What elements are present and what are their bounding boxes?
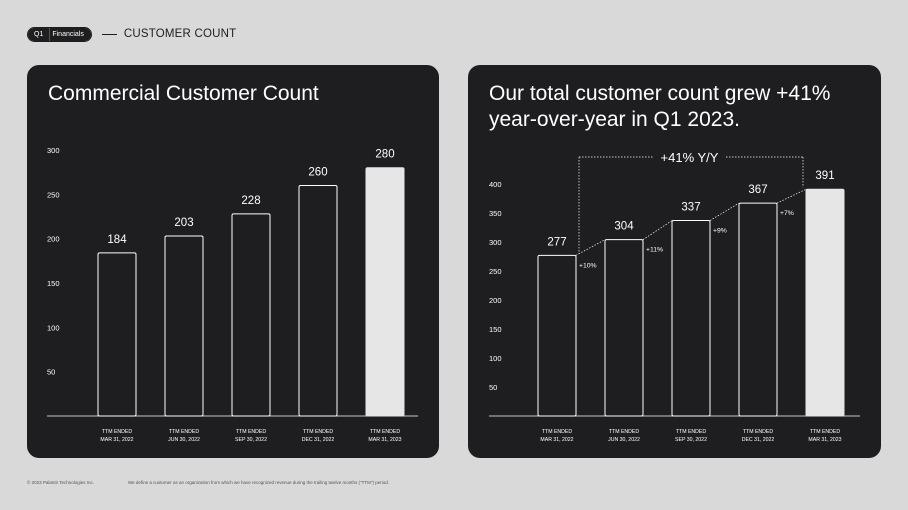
x-tick-label: TTM ENDED — [810, 429, 841, 435]
x-tick-label: TTM ENDED — [236, 429, 267, 435]
x-tick-label: MAR 31, 2022 — [100, 437, 133, 443]
growth-connector — [709, 202, 740, 221]
bar-value-label: 280 — [375, 149, 394, 161]
commercial-customer-count-panel: Commercial Customer Count 50 100 150 200 250… — [27, 65, 439, 458]
bar-value-label: 391 — [815, 170, 834, 182]
section-title: CUSTOMER COUNT — [123, 28, 237, 40]
y-tick-label: 250 — [489, 267, 502, 276]
total-customer-count-panel: Our total customer count grew +41% year-… — [468, 65, 881, 458]
growth-connector — [776, 188, 807, 204]
bar — [604, 239, 644, 417]
growth-label: +9% — [713, 228, 727, 235]
bar — [537, 254, 577, 417]
x-tick-label: TTM ENDED — [609, 429, 640, 435]
quarter-tag: Q1 — [28, 27, 50, 41]
bar-value-label: 203 — [174, 217, 193, 229]
chart-title: Our total customer count grew +41% year-… — [489, 82, 831, 131]
x-tick-label: MAR 31, 2022 — [540, 437, 573, 443]
x-tick-label: DEC 31, 2022 — [742, 437, 775, 443]
bar — [805, 188, 845, 417]
bar — [164, 235, 204, 417]
y-tick-label: 250 — [47, 190, 60, 199]
yoy-label: +41% Y/Y — [661, 150, 719, 165]
y-tick-label: 350 — [489, 209, 502, 218]
bar-value-label: 260 — [308, 166, 327, 178]
x-tick-label: DEC 31, 2022 — [302, 437, 335, 443]
bar — [298, 184, 338, 417]
commercial-customer-count-chart: 50 100 150 200 250 300 184 TTM ENDED MAR 31, 202… — [47, 146, 418, 443]
bar-value-label: 277 — [547, 236, 566, 248]
bar — [671, 220, 711, 417]
x-tick-label: SEP 30, 2022 — [675, 437, 707, 443]
header-divider — [101, 33, 117, 35]
y-tick-label: 300 — [489, 238, 502, 247]
bar — [97, 252, 137, 417]
chart-title: Commercial Customer Count — [48, 82, 319, 105]
page-header: Q1 Financials CUSTOMER COUNT — [27, 26, 236, 42]
x-tick-label: JUN 30, 2022 — [168, 437, 200, 443]
x-tick-label: TTM ENDED — [743, 429, 774, 435]
growth-connector — [642, 220, 673, 240]
y-tick-label: 300 — [47, 146, 60, 155]
growth-label: +11% — [646, 247, 663, 254]
x-tick-label: TTM ENDED — [102, 429, 133, 435]
bar-value-label: 337 — [681, 202, 700, 214]
growth-connector — [575, 239, 606, 256]
footer-copyright: © 2023 Palantir Technologies Inc. — [27, 480, 95, 485]
growth-label: +10% — [579, 262, 597, 269]
y-tick-label: 150 — [489, 325, 502, 334]
growth-label: +7% — [780, 210, 794, 217]
x-tick-label: SEP 30, 2022 — [235, 437, 267, 443]
x-tick-label: JUN 30, 2022 — [608, 437, 640, 443]
bar — [365, 167, 405, 417]
bar-value-label: 304 — [614, 221, 634, 233]
x-tick-label: TTM ENDED — [676, 429, 707, 435]
x-tick-label: TTM ENDED — [303, 429, 334, 435]
x-tick-label: MAR 31, 2023 — [368, 437, 401, 443]
x-tick-label: MAR 31, 2023 — [808, 437, 841, 443]
bar-value-label: 228 — [241, 195, 260, 207]
y-tick-label: 150 — [47, 279, 60, 288]
section-pill: Q1 Financials — [27, 26, 92, 42]
y-tick-label: 50 — [47, 368, 55, 377]
bar-value-label: 184 — [107, 234, 127, 246]
y-tick-label: 400 — [489, 180, 502, 189]
x-tick-label: TTM ENDED — [542, 429, 573, 435]
total-customer-count-chart: 50 100 150 200 250 300 350 400 277 TTM ENDED MAR 3… — [489, 150, 860, 443]
x-tick-label: TTM ENDED — [370, 429, 401, 435]
bar-value-label: 367 — [748, 184, 767, 196]
bar — [738, 202, 778, 417]
financials-tag: Financials — [49, 27, 91, 41]
footer-note: We define a customer as an organization … — [128, 480, 389, 485]
y-tick-label: 50 — [489, 383, 497, 392]
x-tick-label: TTM ENDED — [169, 429, 200, 435]
y-tick-label: 100 — [489, 354, 502, 363]
y-tick-label: 200 — [489, 296, 502, 305]
bar — [231, 213, 271, 417]
y-tick-label: 200 — [47, 235, 60, 244]
y-tick-label: 100 — [47, 323, 60, 332]
